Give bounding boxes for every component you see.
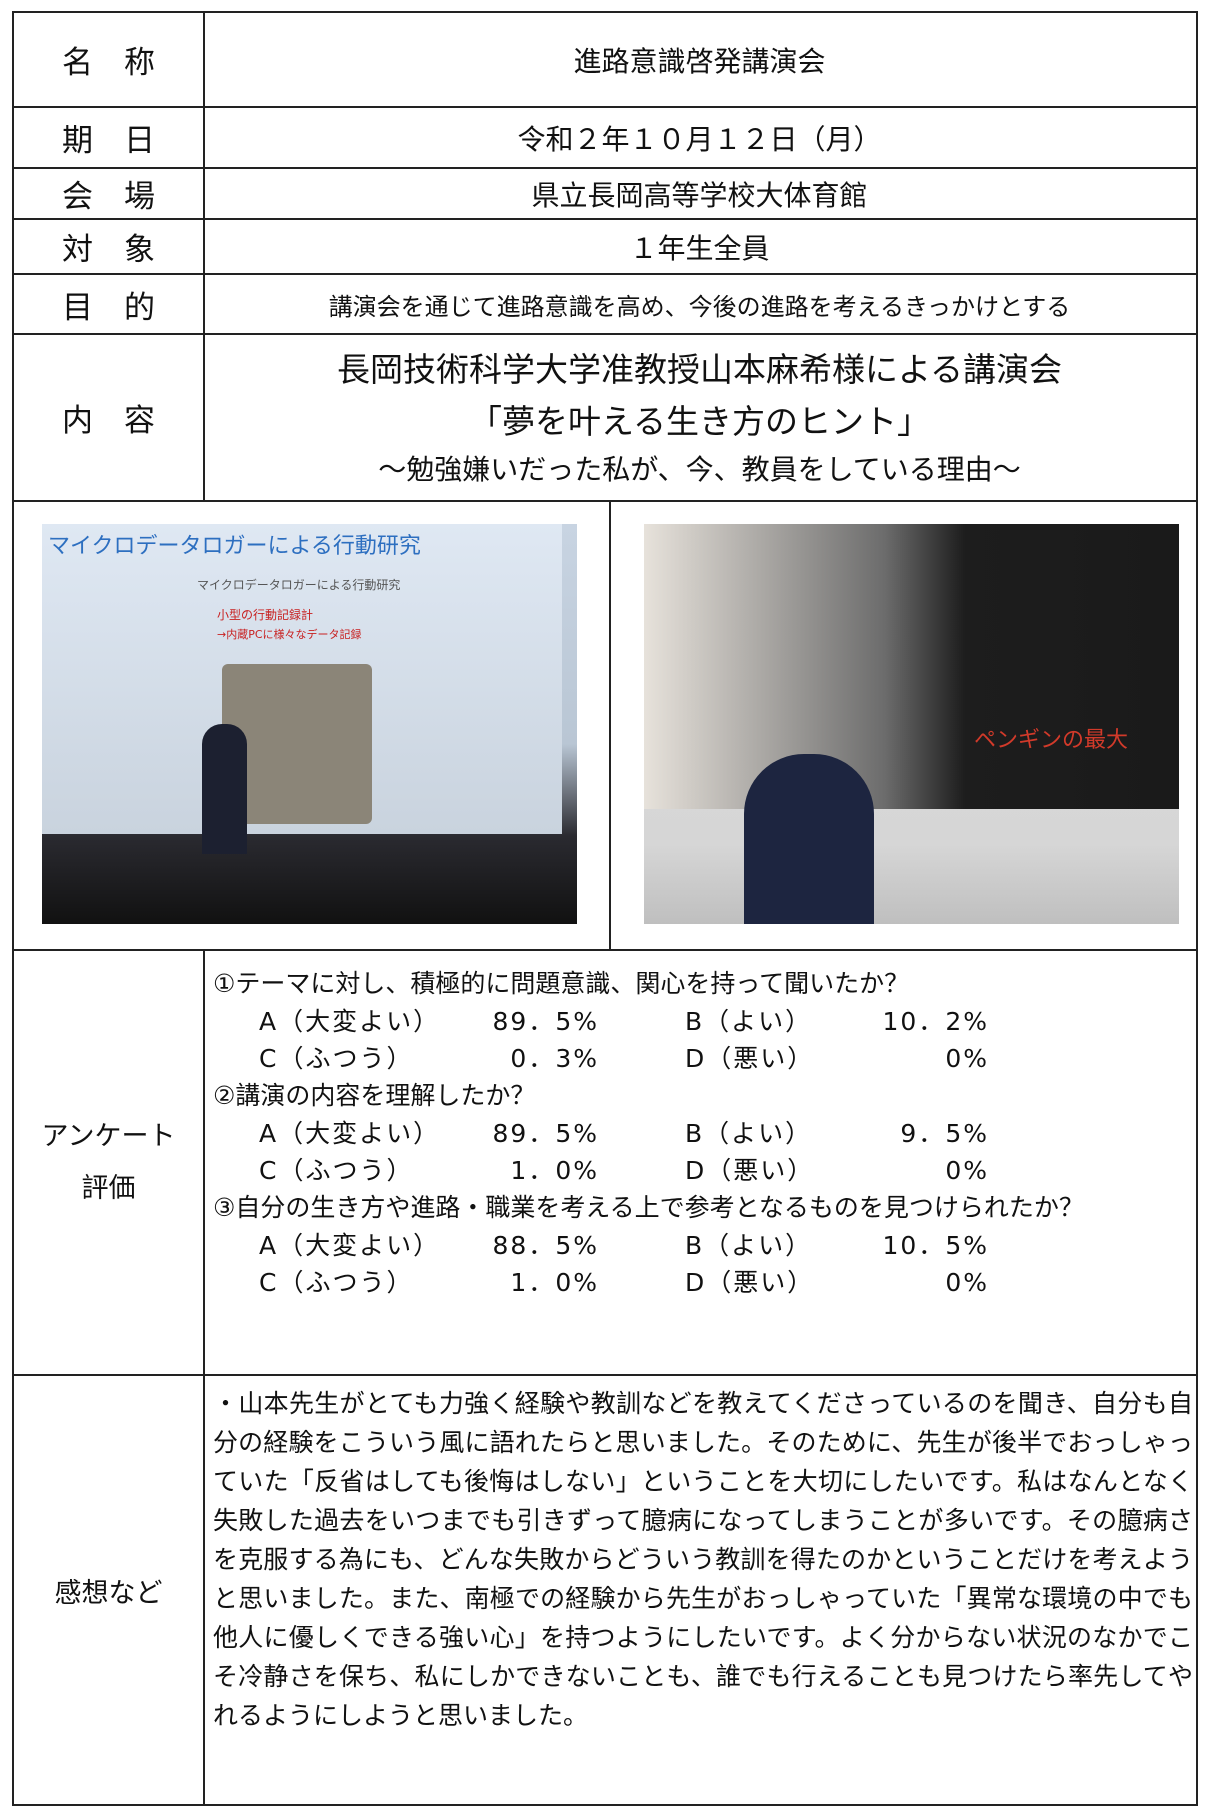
row-label: 内 容 (14, 335, 205, 500)
answer-value: 89．5% (493, 1115, 599, 1152)
row-label: 感想など (14, 1376, 205, 1804)
question: ①テーマに対し、積極的に問題意識、関心を持って聞いたか？ (213, 965, 1196, 1003)
content-line: 「夢を叶える生き方のヒント」 (469, 396, 930, 448)
table-row: 名 称進路意識啓発講演会 (14, 13, 1196, 108)
content-line: 長岡技術科学大学准教授山本麻希様による講演会 (337, 344, 1062, 396)
answer-grade: A（大変よい） (259, 1115, 440, 1152)
row-content: 長岡技術科学大学准教授山本麻希様による講演会「夢を叶える生き方のヒント」～勉強嫌… (203, 335, 1196, 500)
answer: C（ふつう） 1．0% (259, 1152, 599, 1189)
answer: D（悪い） 0% (685, 1040, 989, 1077)
table-row: 会 場県立長岡高等学校大体育館 (14, 169, 1196, 220)
answer-line: C（ふつう） 1．0% D（悪い） 0% (203, 1152, 1196, 1189)
answer: D（悪い） 0% (685, 1152, 989, 1189)
answer-value: 0．3% (510, 1040, 599, 1077)
answer: A（大変よい） 88．5% (259, 1227, 599, 1264)
row-content: 講演会を通じて進路意識を高め、今後の進路を考えるきっかけとする (203, 275, 1196, 333)
answer-line: A（大変よい） 89．5% B（よい） 10．2% (203, 1003, 1196, 1040)
slide-title: マイクロデータロガーによる行動研究 (48, 528, 421, 560)
answer-value: 10．5% (883, 1227, 989, 1264)
row-label: 会 場 (14, 169, 205, 218)
answer: D（悪い） 0% (685, 1264, 989, 1301)
photo-row: マイクロデータロガーによる行動研究マイクロデータロガーによる行動研究小型の行動記… (14, 502, 1196, 951)
answer-grade: D（悪い） (685, 1264, 814, 1301)
answer-value: 9．5% (900, 1115, 989, 1152)
answer-value: 89．5% (493, 1003, 599, 1040)
answer-grade: A（大変よい） (259, 1227, 440, 1264)
answer-grade: B（よい） (685, 1115, 812, 1152)
answer-grade: C（ふつう） (259, 1040, 413, 1077)
table-row: 期 日令和２年１０月１２日（月） (14, 108, 1196, 169)
label-line: アンケート (42, 1111, 176, 1163)
answer-value: 88．5% (493, 1227, 599, 1264)
answer-line: A（大変よい） 88．5% B（よい） 10．5% (203, 1227, 1196, 1264)
row-label: 目 的 (14, 275, 205, 333)
answer-line: C（ふつう） 1．0% D（悪い） 0% (203, 1264, 1196, 1301)
answer-line: A（大変よい） 89．5% B（よい） 9．5% (203, 1115, 1196, 1152)
table-row: 目 的講演会を通じて進路意識を高め、今後の進路を考えるきっかけとする (14, 275, 1196, 335)
answer-value: 0% (945, 1152, 989, 1189)
row-label: 期 日 (14, 108, 205, 167)
photo: ペンギンの最大 (644, 524, 1179, 924)
label-line: 評価 (82, 1163, 136, 1215)
speaker (744, 754, 874, 924)
content-line: ～勉強嫌いだった私が、今、教員をしている理由～ (378, 448, 1021, 492)
answer-grade: C（ふつう） (259, 1152, 413, 1189)
question: ②講演の内容を理解したか？ (213, 1077, 1196, 1115)
row-content: 令和２年１０月１２日（月） (203, 108, 1196, 167)
answer: C（ふつう） 0．3% (259, 1040, 599, 1077)
answer-value: 0% (945, 1040, 989, 1077)
answer: B（よい） 10．2% (685, 1003, 989, 1040)
answer-grade: B（よい） (685, 1003, 812, 1040)
question: ③自分の生き方や進路・職業を考える上で参考となるものを見つけられたか？ (213, 1189, 1196, 1227)
impressions-text: ・山本先生がとても力強く経験や教訓などを教えてくださっているのを聞き、自分も自分… (213, 1384, 1193, 1735)
survey-content: ①テーマに対し、積極的に問題意識、関心を持って聞いたか？A（大変よい）89．5%… (203, 965, 1196, 1301)
table-row: 内 容長岡技術科学大学准教授山本麻希様による講演会「夢を叶える生き方のヒント」～… (14, 335, 1196, 502)
table-row: 感想など・山本先生がとても力強く経験や教訓などを教えてくださっているのを聞き、自… (14, 1376, 1196, 1804)
slide (644, 524, 1179, 809)
answer-line: C（ふつう） 0．3% D（悪い） 0% (203, 1040, 1196, 1077)
row-content: 県立長岡高等学校大体育館 (203, 169, 1196, 218)
row-content: １年生全員 (203, 220, 1196, 273)
answer-value: 0% (945, 1264, 989, 1301)
answer-grade: A（大変よい） (259, 1003, 440, 1040)
answer-value: 1．0% (510, 1264, 599, 1301)
answer-grade: C（ふつう） (259, 1264, 413, 1301)
answer-value: 10．2% (883, 1003, 989, 1040)
answer-grade: D（悪い） (685, 1152, 814, 1189)
slide-text: 小型の行動記録計 (217, 606, 313, 623)
answer: B（よい） 9．5% (685, 1115, 989, 1152)
answer-grade: B（よい） (685, 1227, 812, 1264)
slide-text: →内蔵PCに様々なデータ記録 (217, 626, 362, 642)
answer: A（大変よい） 89．5% (259, 1115, 599, 1152)
row-label: アンケート評価 (14, 951, 205, 1374)
photo: マイクロデータロガーによる行動研究マイクロデータロガーによる行動研究小型の行動記… (42, 524, 577, 924)
answer-value: 1．0% (510, 1152, 599, 1189)
answer: A（大変よい） 89．5% (259, 1003, 599, 1040)
answer-grade: D（悪い） (685, 1040, 814, 1077)
answer: B（よい） 10．5% (685, 1227, 989, 1264)
photo-divider (609, 502, 611, 949)
row-label: 名 称 (14, 13, 205, 106)
row-label: 対 象 (14, 220, 205, 273)
slide-sub: マイクロデータロガーによる行動研究 (197, 576, 400, 593)
row-content: 進路意識啓発講演会 (203, 13, 1196, 106)
speaker (202, 724, 247, 854)
document-table: 名 称進路意識啓発講演会期 日令和２年１０月１２日（月）会 場県立長岡高等学校大… (12, 11, 1198, 1806)
slide-text: ペンギンの最大 (974, 722, 1128, 754)
answer: C（ふつう） 1．0% (259, 1264, 599, 1301)
